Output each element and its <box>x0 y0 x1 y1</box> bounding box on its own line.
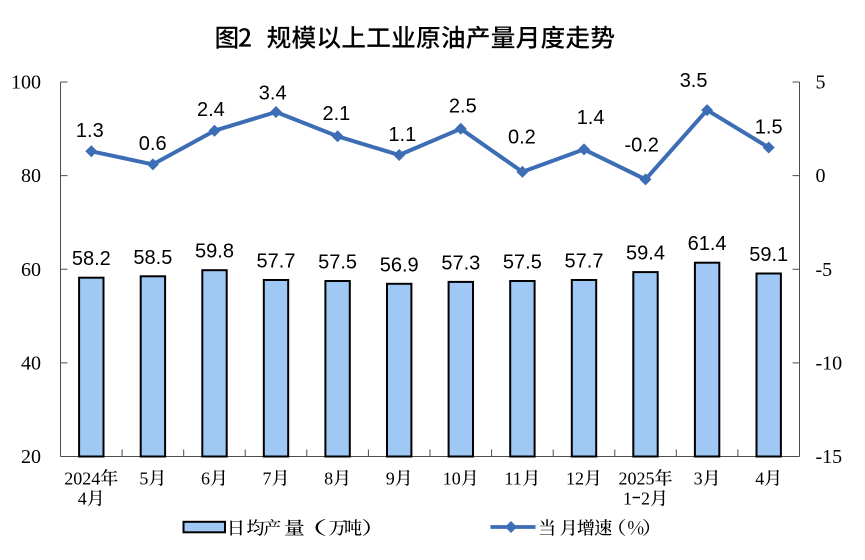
svg-text:57.7: 57.7 <box>565 251 604 273</box>
svg-text:2.5: 2.5 <box>449 96 477 118</box>
svg-text:3.5: 3.5 <box>680 70 708 92</box>
svg-text:1.1: 1.1 <box>388 124 416 146</box>
svg-text:56.9: 56.9 <box>380 254 419 276</box>
svg-text:7: 7 <box>263 468 272 488</box>
svg-text:1.3: 1.3 <box>76 120 104 142</box>
svg-text:1: 1 <box>623 489 632 509</box>
svg-text:100: 100 <box>11 72 41 94</box>
svg-text:80: 80 <box>21 165 41 187</box>
svg-text:-5: -5 <box>816 259 833 281</box>
svg-text:57.7: 57.7 <box>257 251 296 273</box>
svg-text:6: 6 <box>201 468 210 488</box>
svg-text:61.4: 61.4 <box>688 233 727 255</box>
svg-text:3: 3 <box>694 468 703 488</box>
svg-text:57.3: 57.3 <box>441 252 480 274</box>
svg-text:40: 40 <box>21 352 41 374</box>
svg-text:2.4: 2.4 <box>197 99 225 121</box>
svg-text:2: 2 <box>641 489 650 509</box>
svg-text:2.1: 2.1 <box>322 103 350 125</box>
svg-text:4: 4 <box>78 489 87 509</box>
svg-text:59.1: 59.1 <box>749 244 788 266</box>
svg-text:59.4: 59.4 <box>626 243 665 265</box>
svg-text:12: 12 <box>566 468 584 488</box>
svg-text:9: 9 <box>386 468 395 488</box>
svg-text:58.2: 58.2 <box>72 248 111 270</box>
svg-text:1.4: 1.4 <box>577 107 605 129</box>
svg-text:11: 11 <box>504 468 521 488</box>
svg-text:1.5: 1.5 <box>755 116 783 138</box>
svg-text:59.8: 59.8 <box>195 241 234 263</box>
svg-text:10: 10 <box>443 468 461 488</box>
svg-text:58.5: 58.5 <box>133 247 172 269</box>
svg-text:0.2: 0.2 <box>508 127 536 149</box>
svg-text:5: 5 <box>816 72 826 94</box>
svg-text:8: 8 <box>324 468 333 488</box>
svg-text:3.4: 3.4 <box>259 83 287 105</box>
svg-text:0: 0 <box>816 165 826 187</box>
svg-text:2024: 2024 <box>64 468 100 488</box>
svg-text:2025: 2025 <box>619 468 655 488</box>
svg-text:57.5: 57.5 <box>503 252 542 274</box>
svg-text:-15: -15 <box>816 446 843 468</box>
svg-text:5: 5 <box>139 468 148 488</box>
svg-text:57.5: 57.5 <box>318 252 357 274</box>
svg-text:-0.2: -0.2 <box>624 135 658 157</box>
svg-text:60: 60 <box>21 259 41 281</box>
svg-text:4: 4 <box>755 468 764 488</box>
svg-text:20: 20 <box>21 446 41 468</box>
svg-text:-10: -10 <box>816 352 843 374</box>
svg-text:0.6: 0.6 <box>139 133 167 155</box>
